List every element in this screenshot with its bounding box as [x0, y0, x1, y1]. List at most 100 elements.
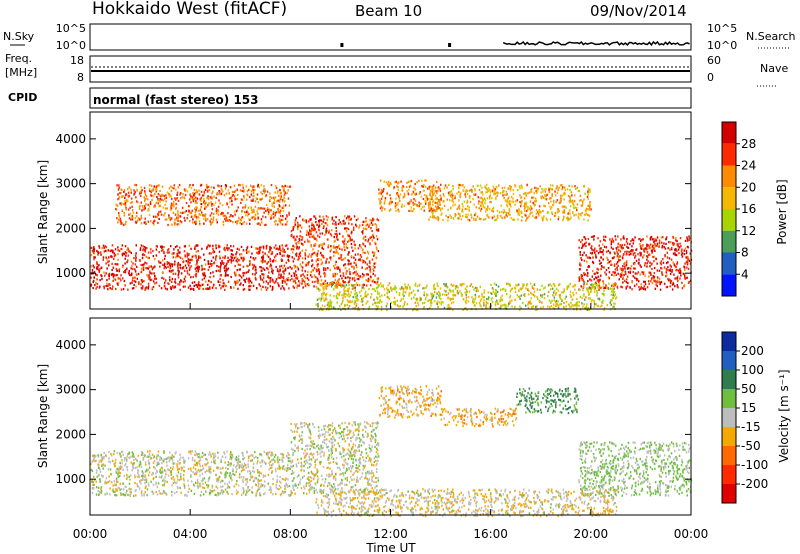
power-cell — [679, 277, 681, 280]
power-cell — [527, 288, 529, 291]
power-cell — [174, 263, 176, 266]
power-cell — [288, 255, 291, 258]
power-cell — [466, 308, 468, 311]
power-cell — [610, 290, 613, 293]
power-cell — [135, 252, 137, 255]
power-cell — [173, 221, 176, 224]
power-cell — [520, 294, 522, 297]
power-cell — [390, 202, 392, 205]
power-cell — [492, 291, 495, 294]
power-cell — [169, 206, 172, 209]
power-cell — [445, 283, 447, 286]
power-cell — [346, 270, 348, 273]
power-cell — [112, 275, 115, 278]
power-cell — [141, 209, 143, 212]
power-cell — [172, 286, 175, 289]
power-cell — [336, 286, 339, 289]
power-cell — [161, 185, 164, 188]
power-cell — [552, 294, 554, 297]
power-cell — [683, 265, 685, 268]
power-cell — [275, 259, 277, 262]
power-cell — [275, 211, 278, 214]
power-cell — [479, 285, 481, 288]
power-cell — [152, 194, 155, 197]
power-cell — [554, 194, 557, 197]
power-cell — [588, 256, 590, 259]
power-cell — [354, 286, 356, 289]
power-cell — [177, 261, 180, 265]
power-cell — [92, 279, 95, 282]
power-cell — [303, 280, 306, 283]
power-cell — [226, 244, 228, 247]
power-cell — [641, 247, 643, 250]
power-cell — [586, 288, 589, 292]
power-cell — [196, 217, 198, 220]
power-cell — [631, 238, 634, 241]
power-cell — [486, 197, 489, 200]
power-cell — [683, 273, 686, 276]
power-cell — [220, 274, 222, 277]
power-cell — [280, 264, 283, 267]
power-cell — [283, 269, 286, 272]
power-cell — [199, 198, 201, 201]
power-cell — [261, 259, 264, 262]
power-cell — [151, 194, 153, 197]
power-cell — [165, 200, 167, 203]
power-cell — [335, 245, 338, 249]
power-cell — [192, 200, 195, 203]
power-cell — [117, 277, 120, 280]
power-cell — [190, 276, 192, 279]
power-cell — [583, 303, 585, 306]
power-cell — [512, 189, 514, 192]
power-cell — [452, 187, 454, 191]
power-cell — [534, 295, 536, 298]
power-cell — [625, 261, 628, 264]
power-cell — [685, 261, 688, 264]
power-cell — [236, 221, 238, 224]
power-cell — [283, 200, 286, 203]
power-cell — [510, 217, 512, 220]
power-cell — [94, 284, 96, 287]
power-cell — [105, 250, 108, 253]
power-cell — [251, 252, 253, 255]
power-cell — [527, 192, 529, 195]
power-cell — [377, 219, 380, 222]
power-cell — [651, 267, 653, 270]
power-cell — [340, 308, 342, 311]
power-cell — [681, 255, 684, 258]
power-cell — [273, 201, 275, 204]
power-cell — [211, 197, 213, 200]
power-cell — [218, 184, 220, 187]
power-cell — [342, 222, 345, 225]
power-cell — [190, 195, 192, 198]
power-cell — [464, 191, 467, 194]
power-cell — [501, 299, 503, 302]
power-cell — [348, 284, 350, 287]
power-cell — [391, 289, 393, 292]
power-cell — [93, 248, 96, 251]
power-cell — [610, 243, 612, 246]
power-cell — [521, 185, 523, 188]
power-cell — [154, 203, 156, 206]
power-cell — [353, 266, 355, 269]
power-cell — [386, 295, 389, 298]
power-cell — [244, 280, 247, 284]
power-cell — [313, 251, 316, 254]
power-cell — [422, 287, 424, 290]
power-cell — [147, 208, 150, 211]
power-cell — [379, 299, 382, 302]
power-cell — [665, 275, 667, 278]
power-cell — [374, 274, 376, 277]
power-cell — [523, 209, 526, 213]
power-cell — [541, 284, 543, 287]
power-cell — [430, 304, 432, 307]
power-cell — [194, 207, 196, 210]
power-cell — [685, 252, 688, 255]
power-cell — [619, 255, 621, 258]
power-cell — [461, 202, 464, 206]
power-cell — [131, 214, 134, 217]
power-cell — [168, 261, 170, 264]
power-cell — [578, 239, 580, 242]
power-cell — [317, 305, 319, 308]
power-cell — [388, 282, 391, 285]
